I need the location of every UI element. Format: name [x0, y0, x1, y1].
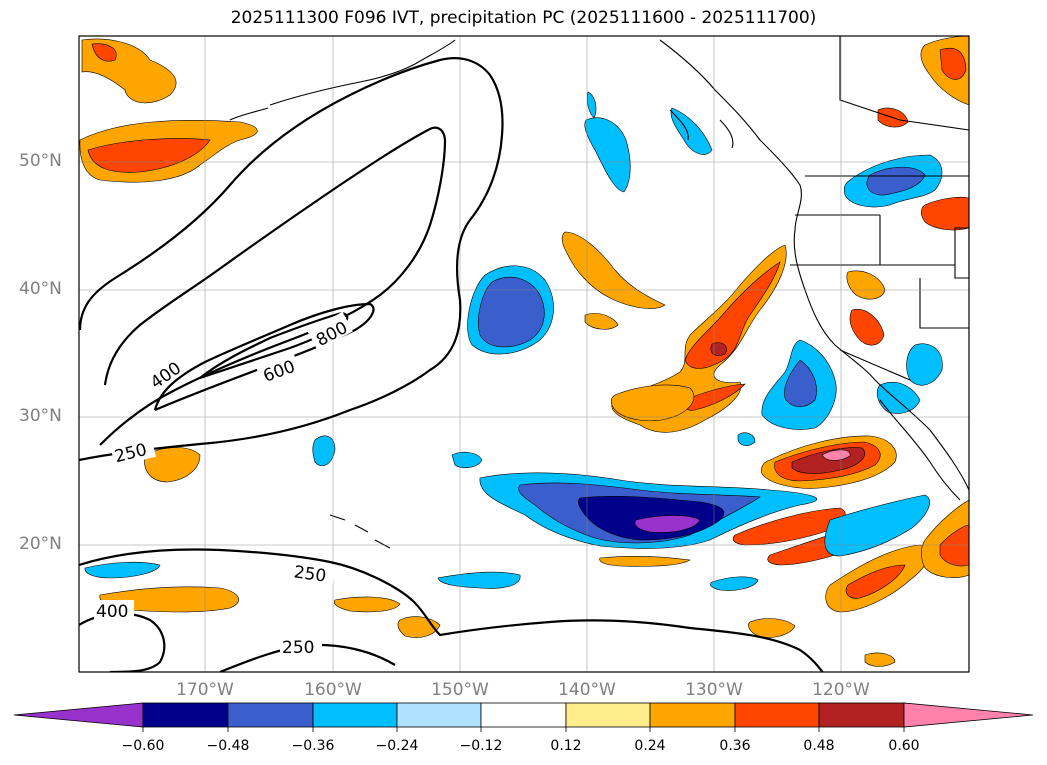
graticule	[79, 36, 969, 672]
colorbar-tick: 0.48	[803, 738, 835, 754]
precip-orange-40n-small	[584, 313, 619, 330]
precip-interior-orange3	[846, 270, 886, 300]
precip-sw-blue	[84, 561, 161, 579]
colorbar-seg-5	[480, 702, 567, 728]
colorbar-extend-left	[13, 702, 144, 728]
colorbar-tick: 0.24	[634, 738, 666, 754]
precip-ar-band-mid	[684, 261, 781, 369]
precip-s-orange-cluster	[610, 384, 695, 422]
lon-label-160w: 160°W	[304, 680, 362, 700]
precip-se-orange4-core	[939, 524, 969, 567]
precip-s-orange-small1	[599, 555, 691, 567]
colorbar-tick: −0.48	[206, 738, 250, 754]
precip-s-orange-small4	[748, 618, 796, 638]
colorbar-seg-8	[734, 702, 820, 728]
precip-ne-corner-core	[939, 47, 967, 80]
precip-nw-top-core	[91, 43, 117, 62]
colorbar-tick: −0.36	[291, 738, 335, 754]
precip-s-blue-small1	[437, 571, 521, 589]
precip-w-blue	[312, 435, 336, 466]
precip-s-negative-purple	[634, 515, 701, 533]
coast-bc	[659, 39, 969, 491]
precip-s-orange-small5	[864, 652, 896, 667]
precip-s-blue-small2	[710, 576, 759, 591]
precip-interior-blue-core	[866, 166, 926, 196]
colorbar-seg-9	[818, 702, 905, 728]
precip-coast-blue2	[876, 381, 921, 414]
precip-se-orange3-core	[845, 564, 906, 599]
colorbar-seg-7	[649, 702, 736, 728]
map-title: 2025111300 F096 IVT, precipitation PC (2…	[230, 8, 817, 28]
colorbar-tick: −0.24	[375, 738, 419, 754]
precip-s-blue-dot2	[737, 432, 756, 446]
ivt-label-250-mid: 250	[293, 562, 328, 586]
precip-blue-ne1	[584, 117, 631, 193]
ivt-label-250-south: 250	[282, 638, 314, 658]
colorbar	[13, 702, 1034, 732]
colorbar-seg-3	[312, 702, 398, 728]
coast-alaska	[269, 39, 456, 106]
lon-label-130w: 130°W	[685, 680, 743, 700]
precip-s-red-pink	[821, 449, 851, 461]
ivt-contour-250-south	[79, 548, 824, 672]
colorbar-tick: −0.60	[121, 738, 165, 754]
colorbar-seg-1	[142, 702, 229, 728]
colorbar-seg-4	[396, 702, 482, 728]
precip-orange-40n	[561, 231, 666, 309]
coastlines	[229, 36, 969, 549]
precip-se-blue	[824, 494, 930, 557]
precip-coast-blue-core	[784, 359, 817, 407]
precip-central-negative-core	[478, 276, 545, 348]
precip-coast-blue3	[906, 343, 943, 386]
lat-label-40n: 40°N	[19, 279, 62, 299]
coast-alaska-2	[229, 107, 269, 121]
ivt-contour-250-north	[79, 57, 504, 462]
colorbar-seg-2	[227, 702, 314, 728]
lat-label-30n: 30°N	[19, 406, 62, 426]
colorbar-tick: 0.60	[888, 738, 920, 754]
border-canada-interior	[839, 36, 969, 131]
border-interior2	[919, 278, 969, 329]
ivt-contour-800	[199, 312, 349, 380]
precip-interior-orange4	[849, 308, 885, 346]
ivt-contour-400-upper	[99, 126, 447, 446]
border-states	[790, 214, 955, 381]
border-small-box	[954, 227, 969, 279]
lat-label-50n: 50°N	[19, 151, 62, 171]
colorbar-tick: 0.36	[719, 738, 751, 754]
lon-label-170w: 170°W	[176, 680, 234, 700]
lon-label-150w: 150°W	[431, 680, 489, 700]
precip-interior-orange	[920, 196, 969, 231]
precip-blue-ne2	[670, 107, 713, 155]
lon-label-140w: 140°W	[558, 680, 616, 700]
precip-ar-band-core	[710, 342, 727, 356]
colorbar-seg-6	[565, 702, 651, 728]
colorbar-tick: −0.12	[459, 738, 503, 754]
colorbar-tick: 0.12	[550, 738, 582, 754]
map-frame	[78, 35, 970, 673]
coast-islands	[669, 109, 734, 149]
ivt-label-400-south: 400	[96, 602, 128, 622]
precip-s-orange-small2	[333, 596, 401, 613]
lon-label-120w: 120°W	[812, 680, 870, 700]
lat-label-20n: 20°N	[19, 534, 62, 554]
colorbar-extend-right	[903, 702, 1034, 728]
precip-nw-core	[87, 138, 211, 173]
coast-hawaii	[329, 514, 391, 549]
